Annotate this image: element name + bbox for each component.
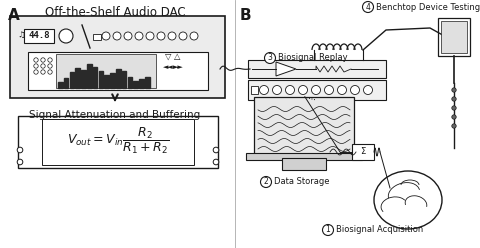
Circle shape	[34, 58, 38, 62]
Text: ◄◄: ◄◄	[163, 64, 174, 70]
Circle shape	[261, 177, 272, 187]
Bar	[254, 97, 354, 155]
Bar	[251, 86, 258, 94]
Circle shape	[48, 58, 52, 62]
Circle shape	[168, 32, 176, 40]
Text: ♫: ♫	[17, 31, 24, 39]
Text: B: B	[240, 8, 252, 23]
Bar	[246, 153, 362, 160]
Text: A: A	[8, 8, 20, 23]
Bar	[105, 75, 109, 88]
Circle shape	[41, 70, 45, 74]
Circle shape	[452, 97, 456, 101]
Bar	[87, 64, 92, 88]
Bar	[352, 144, 374, 160]
Bar	[24, 29, 54, 43]
Circle shape	[113, 32, 121, 40]
Bar	[42, 119, 194, 165]
Circle shape	[452, 106, 456, 110]
Bar	[282, 158, 326, 170]
Bar	[75, 68, 80, 88]
Circle shape	[452, 88, 456, 92]
Bar	[70, 72, 74, 88]
Circle shape	[299, 86, 308, 94]
Circle shape	[452, 115, 456, 119]
Circle shape	[48, 70, 52, 74]
Circle shape	[213, 159, 219, 165]
Circle shape	[179, 32, 187, 40]
Bar	[64, 78, 68, 88]
Ellipse shape	[374, 171, 442, 229]
Text: 4: 4	[366, 2, 371, 11]
Circle shape	[34, 64, 38, 68]
Bar	[248, 80, 386, 100]
Text: 2: 2	[264, 178, 268, 186]
Text: △: △	[174, 52, 180, 61]
Circle shape	[59, 29, 73, 43]
Circle shape	[323, 224, 334, 236]
Bar	[248, 60, 386, 78]
Circle shape	[17, 159, 23, 165]
Bar	[93, 34, 101, 40]
Bar	[441, 21, 467, 53]
Circle shape	[34, 70, 38, 74]
Circle shape	[190, 32, 198, 40]
Text: ▽: ▽	[165, 52, 171, 61]
Circle shape	[312, 86, 321, 94]
Circle shape	[41, 58, 45, 62]
Text: 3: 3	[267, 54, 273, 62]
Text: Off-the-Shelf Audio DAC: Off-the-Shelf Audio DAC	[45, 6, 185, 19]
Bar	[145, 77, 149, 88]
Circle shape	[146, 32, 154, 40]
Text: 44.8: 44.8	[28, 31, 50, 40]
Circle shape	[41, 64, 45, 68]
Bar	[58, 82, 62, 88]
Circle shape	[363, 86, 372, 94]
Text: Benchtop Device Testing: Benchtop Device Testing	[376, 2, 480, 11]
Circle shape	[157, 32, 165, 40]
Circle shape	[17, 147, 23, 153]
Bar	[81, 70, 86, 88]
Bar	[133, 81, 138, 88]
Text: Biosignal Acquisition: Biosignal Acquisition	[336, 225, 423, 235]
Bar	[122, 71, 126, 88]
Bar	[438, 18, 470, 56]
Bar	[116, 69, 120, 88]
Circle shape	[286, 86, 295, 94]
Text: ►►: ►►	[173, 64, 184, 70]
Text: 1: 1	[325, 225, 330, 235]
Bar	[139, 79, 144, 88]
Bar	[98, 71, 103, 88]
Circle shape	[264, 53, 276, 63]
Circle shape	[350, 86, 360, 94]
Circle shape	[135, 32, 143, 40]
Circle shape	[273, 86, 281, 94]
Bar	[18, 116, 218, 168]
Text: Biosignal Replay: Biosignal Replay	[278, 54, 348, 62]
Text: Signal Attenuation and Buffering: Signal Attenuation and Buffering	[29, 110, 201, 120]
Circle shape	[452, 124, 456, 128]
Circle shape	[362, 1, 373, 12]
Polygon shape	[276, 62, 296, 76]
Bar	[93, 67, 97, 88]
Circle shape	[324, 86, 334, 94]
Bar	[28, 52, 208, 90]
Text: Σ: Σ	[360, 148, 366, 156]
Circle shape	[48, 64, 52, 68]
Circle shape	[102, 32, 110, 40]
Bar	[128, 77, 132, 88]
Bar	[10, 16, 225, 98]
Circle shape	[124, 32, 132, 40]
Bar	[110, 73, 115, 88]
Text: $V_{out} = V_{in}\dfrac{R_2}{R_1 + R_2}$: $V_{out} = V_{in}\dfrac{R_2}{R_1 + R_2}$	[67, 126, 169, 156]
Bar	[56, 54, 156, 88]
Circle shape	[213, 147, 219, 153]
Circle shape	[260, 86, 268, 94]
Text: Data Storage: Data Storage	[274, 178, 329, 186]
Circle shape	[337, 86, 347, 94]
